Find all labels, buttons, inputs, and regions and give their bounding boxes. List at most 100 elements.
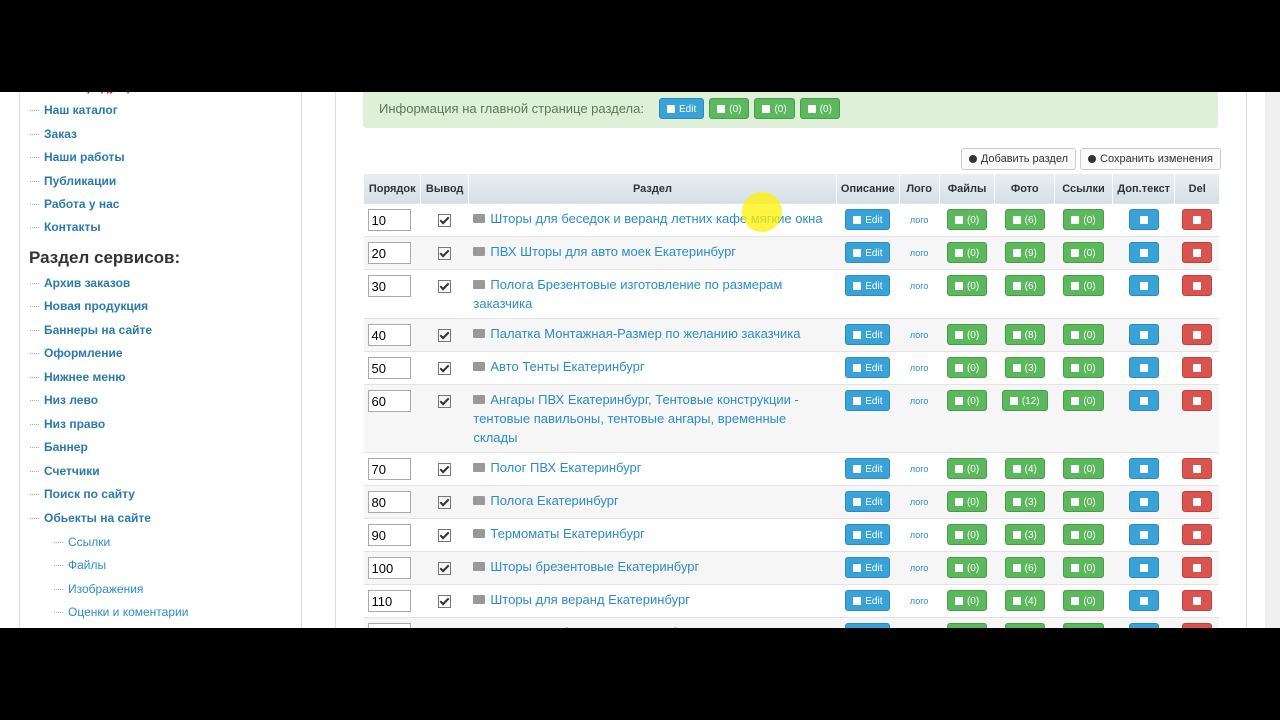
section-link[interactable]: Шторы для беседок и веранд летних кафе м… [490,211,823,226]
logo-link[interactable]: лого [909,330,929,340]
row-button[interactable]: (0) [946,357,988,378]
info-button[interactable]: (0) [754,98,795,119]
row-button[interactable]: (0) [946,242,988,263]
logo-link[interactable]: лого [909,464,929,474]
row-button[interactable]: (6) [1004,275,1045,296]
row-button[interactable]: (0) [946,275,988,296]
menu-link[interactable]: Наша продукция [44,92,143,94]
checkbox[interactable] [438,529,452,542]
row-button[interactable] [1181,390,1212,411]
row-button[interactable]: (12) [1001,390,1048,411]
menu-link[interactable]: Оформление [30,346,123,361]
row-button[interactable]: (0) [946,458,988,479]
row-button[interactable] [1181,357,1212,378]
row-button[interactable]: (3) [1004,491,1045,512]
toolbar-button[interactable]: Сохранить изменения [1080,148,1221,170]
order-input[interactable]: 10 [367,209,411,231]
row-button[interactable]: (0) [1063,458,1104,479]
row-button[interactable]: Edit [845,390,891,411]
section-link[interactable]: Ангары ПВХ Екатеринбург, Тентовые констр… [473,392,799,445]
row-button[interactable] [1181,623,1212,628]
row-button[interactable]: Edit [845,623,891,628]
row-button[interactable] [1128,324,1159,345]
row-button[interactable]: (0) [946,590,988,611]
row-button[interactable]: (0) [946,557,988,578]
checkbox[interactable] [438,463,452,476]
row-button[interactable] [1181,209,1212,230]
order-input[interactable]: 110 [367,590,411,612]
row-button[interactable]: Edit [845,524,891,545]
row-button[interactable]: Edit [845,557,891,578]
row-button[interactable] [1128,209,1159,230]
checkbox[interactable] [438,395,452,408]
row-button[interactable]: (0) [1063,209,1104,230]
checkbox[interactable] [438,595,452,608]
order-input[interactable]: 80 [367,491,411,513]
checkbox[interactable] [438,562,452,575]
order-input[interactable]: 90 [367,524,411,546]
section-link[interactable]: Полог ПВХ Екатеринбург [490,460,642,475]
info-button[interactable]: (0) [709,98,750,119]
order-input[interactable]: 30 [367,275,411,297]
row-button[interactable]: (8) [1004,324,1045,345]
row-button[interactable]: Edit [845,324,891,345]
menu-link[interactable]: Наши работы [30,150,125,165]
row-button[interactable]: Edit [845,242,891,263]
section-link[interactable]: Шторы для веранд Екатеринбург [490,592,690,607]
menu-link[interactable]: Наш каталог [30,103,118,118]
menu-link[interactable]: Контакты [30,220,101,235]
order-input[interactable]: 100 [367,557,411,579]
row-button[interactable] [1128,623,1159,628]
row-button[interactable]: (4) [1004,458,1045,479]
row-button[interactable]: Edit [845,491,891,512]
row-button[interactable]: (0) [946,209,988,230]
menu-link[interactable]: Архив заказов [29,276,131,290]
logo-link[interactable]: лого [909,497,929,507]
row-button[interactable]: (0) [1063,275,1104,296]
row-button[interactable]: Edit [845,458,891,479]
menu-link[interactable]: Нижнее меню [30,369,126,384]
row-button[interactable] [1181,242,1212,263]
order-input[interactable]: 120 [367,623,411,628]
menu-link[interactable]: Обьекты на сайте [30,510,151,525]
row-button[interactable]: (0) [1063,242,1104,263]
row-button[interactable]: (0) [1063,491,1104,512]
submenu-link[interactable]: Файлы [53,558,107,573]
row-button[interactable] [1128,524,1159,545]
menu-link[interactable]: Поиск по сайту [30,487,135,502]
row-button[interactable] [1181,275,1212,296]
menu-link[interactable]: Работа у нас [29,197,120,211]
row-button[interactable]: (0) [1063,390,1104,411]
row-button[interactable] [1128,275,1159,296]
row-button[interactable] [1128,590,1159,611]
menu-link[interactable]: Баннеры на сайте [29,322,153,337]
row-button[interactable]: (0) [946,623,988,628]
section-link[interactable]: Шторы для беседок Екатеринбург [490,625,695,628]
section-link[interactable]: Шторы брезентовые Екатеринбург [490,559,700,574]
row-button[interactable]: (3) [1004,524,1045,545]
menu-link[interactable]: Заказ [30,126,77,141]
info-button[interactable]: Edit [659,98,705,119]
logo-link[interactable]: лого [909,281,929,291]
row-button[interactable] [1128,390,1159,411]
row-button[interactable] [1128,557,1159,578]
logo-link[interactable]: лого [909,596,929,606]
checkbox[interactable] [438,280,452,293]
section-link[interactable]: Термоматы Екатеринбург [490,526,645,541]
logo-link[interactable]: лого [909,363,929,373]
logo-link[interactable]: лого [909,215,929,225]
submenu-link[interactable]: Изображения [53,581,144,596]
row-button[interactable]: (0) [1063,357,1104,378]
row-button[interactable]: Edit [845,275,891,296]
row-button[interactable]: (0) [1063,590,1104,611]
menu-link[interactable]: Счетчики [30,463,100,478]
row-button[interactable] [1181,458,1212,479]
logo-link[interactable]: лого [909,563,929,573]
toolbar-button[interactable]: Добавить раздел [960,148,1077,170]
row-button[interactable]: (6) [1004,557,1045,578]
logo-link[interactable]: лого [909,530,929,540]
row-button[interactable]: (0) [1063,557,1104,578]
menu-link[interactable]: Публикации [29,173,117,188]
checkbox[interactable] [438,362,452,375]
section-link[interactable]: Полога Екатеринбург [490,493,619,508]
